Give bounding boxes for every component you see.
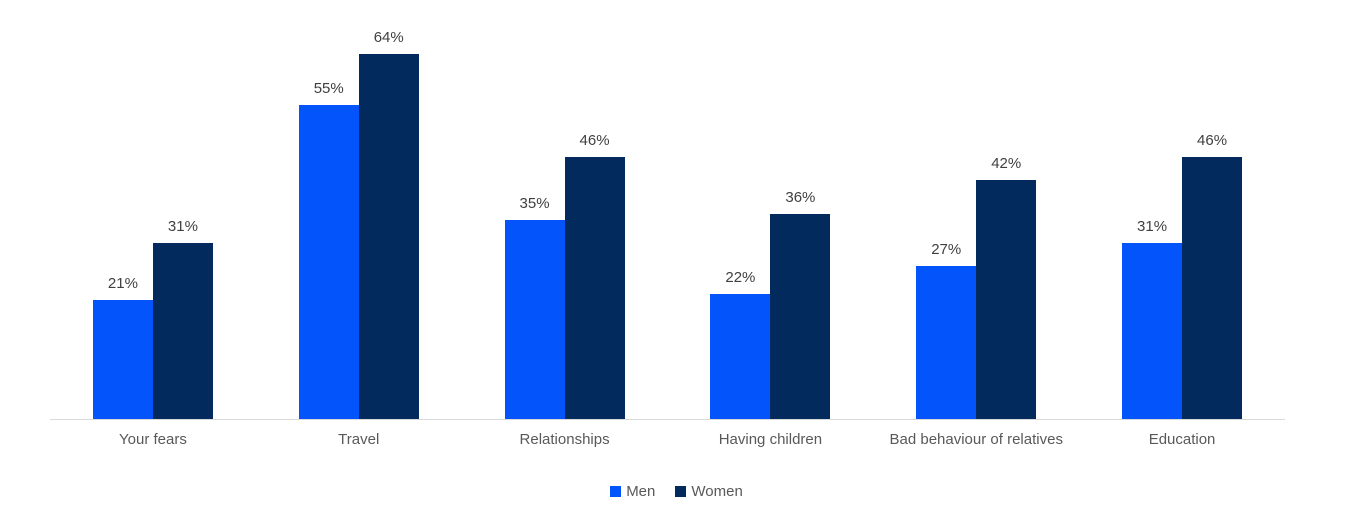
bar-men (92, 299, 153, 420)
bar-column-men: 55% (298, 80, 359, 420)
bar-value-label: 42% (991, 154, 1022, 172)
bar-women (770, 214, 831, 420)
bar-value-label: 55% (313, 80, 344, 98)
legend-label-women: Women (691, 483, 743, 500)
bar-value-label: 27% (931, 240, 962, 258)
bar-value-label: 35% (519, 194, 550, 212)
bar-column-women: 36% (770, 189, 831, 420)
bar-group: 35% 46% (462, 0, 668, 420)
bar-column-men: 35% (504, 194, 565, 420)
bar-column-men: 22% (710, 269, 771, 420)
bar-men (710, 294, 771, 420)
plot-area: 21% 31% 55% 64% 35% 46% 22% 36% 27% 42% 31% 46% (50, 0, 1285, 420)
bar-group: 27% 42% (873, 0, 1079, 420)
bar-value-label: 31% (167, 217, 198, 235)
legend: Men Women (0, 483, 1353, 500)
bar-value-label: 22% (725, 269, 756, 287)
bar-value-label: 46% (1197, 131, 1228, 149)
bar-value-label: 31% (1137, 217, 1168, 235)
bar-value-label: 46% (579, 131, 610, 149)
x-axis-category-labels: Your fears Travel Relationships Having chil… (50, 430, 1285, 450)
bar-column-men: 27% (916, 240, 977, 420)
bar-men (916, 265, 977, 420)
bar-value-label: 21% (107, 274, 138, 292)
category-cell: Travel (256, 430, 462, 450)
category-cell: Bad behaviour of relatives (873, 430, 1079, 450)
bar-women (1182, 156, 1243, 420)
bar-women (564, 156, 625, 420)
bar-group: 31% 46% (1079, 0, 1285, 420)
legend-item-men: Men (610, 483, 655, 500)
bar-value-label: 64% (373, 28, 404, 46)
bar-column-women: 31% (152, 217, 213, 420)
bar-men (298, 105, 359, 420)
legend-label-men: Men (626, 483, 656, 500)
legend-swatch-men (610, 486, 622, 497)
category-label: Relationships (519, 431, 610, 448)
category-cell: Education (1079, 430, 1285, 450)
category-label: Your fears (119, 431, 187, 448)
category-cell: Having children (667, 430, 873, 450)
category-cell: Your fears (50, 430, 256, 450)
bar-column-women: 46% (564, 131, 625, 420)
bar-group: 21% 31% (50, 0, 256, 420)
bar-men (1122, 242, 1183, 420)
legend-swatch-women (675, 486, 687, 497)
category-label: Education (1148, 431, 1216, 448)
legend-item-women: Women (675, 483, 743, 500)
bar-column-women: 64% (358, 28, 419, 420)
bar-women (976, 179, 1037, 420)
bar-column-women: 42% (976, 154, 1037, 420)
bar-group: 22% 36% (667, 0, 873, 420)
bar-column-women: 46% (1182, 131, 1243, 420)
category-label: Having children (718, 431, 823, 448)
bar-column-men: 31% (1122, 217, 1183, 420)
category-label: Bad behaviour of relatives (889, 431, 1063, 448)
bar-group: 55% 64% (256, 0, 462, 420)
bar-men (504, 219, 565, 420)
x-axis-line (50, 419, 1285, 420)
bar-women (358, 53, 419, 420)
category-cell: Relationships (462, 430, 668, 450)
bar-value-label: 36% (785, 189, 816, 207)
category-label: Travel (338, 431, 380, 448)
bar-women (152, 242, 213, 420)
bar-column-men: 21% (92, 274, 153, 420)
